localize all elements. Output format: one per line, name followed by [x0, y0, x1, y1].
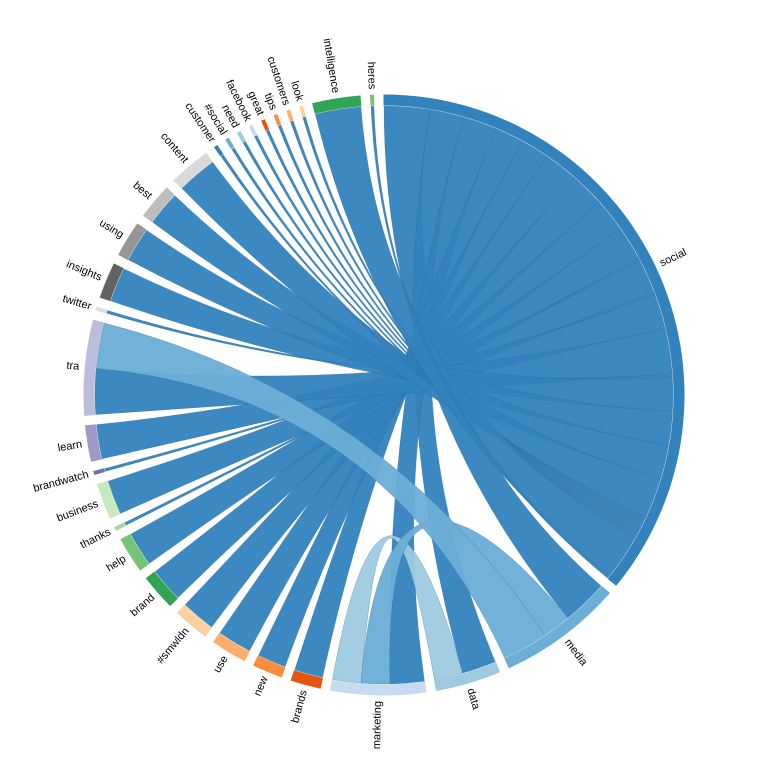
group-label: tra [66, 360, 81, 373]
group-label: using [97, 217, 126, 241]
group-label: brand [128, 592, 157, 620]
group-label: look [288, 80, 305, 103]
group-arc [99, 263, 124, 302]
group-label: use [211, 654, 230, 675]
group-label: help [104, 553, 128, 574]
group-label: content [158, 130, 191, 165]
group-arc [299, 105, 306, 118]
group-label: thanks [78, 526, 113, 551]
group-label: social [658, 246, 689, 269]
group-arc [329, 679, 427, 696]
group-arc [312, 95, 362, 114]
group-arc [176, 604, 212, 637]
group-arc [286, 109, 294, 122]
group-arc [383, 94, 685, 586]
group-label: #smwldn [155, 625, 192, 666]
group-label: heres [365, 61, 378, 89]
group-label: tips [262, 92, 280, 113]
group-arc [236, 131, 246, 143]
group-arc [120, 533, 150, 571]
group-arc [225, 137, 235, 150]
group-label: insights [64, 258, 104, 284]
group-label: intelligence [321, 38, 342, 94]
group-arc [145, 571, 178, 607]
group-arc [504, 585, 610, 669]
group-arc [114, 522, 126, 531]
group-label: best [131, 179, 155, 202]
group-arc [97, 480, 121, 519]
group-arc [290, 670, 323, 689]
group-arc [212, 633, 250, 662]
chord-diagram: social media data marketing brands new use #smw… [32, 38, 689, 750]
group-label: marketing [371, 701, 384, 750]
group-arc [369, 94, 375, 106]
group-arc [213, 144, 224, 157]
group-label: brands [289, 688, 309, 724]
group-arc [83, 319, 104, 416]
chord [370, 105, 610, 579]
group-arc [93, 468, 105, 475]
chord [96, 322, 546, 658]
group-arc [434, 662, 501, 691]
group-label: twitter [61, 293, 93, 313]
group-label: learn [57, 439, 83, 455]
group-arc [248, 124, 258, 137]
group-label: business [55, 498, 100, 525]
group-arc [253, 655, 286, 678]
group-arc [173, 152, 213, 189]
group-label: new [252, 675, 271, 698]
group-arc [273, 114, 282, 126]
group-label: media [562, 637, 590, 669]
group-arc [118, 223, 147, 261]
group-arc [261, 119, 270, 131]
group-arc [95, 306, 108, 314]
group-label: brandwatch [32, 469, 90, 495]
group-arc [85, 424, 102, 462]
group-arc [142, 187, 175, 223]
group-label: data [464, 687, 482, 712]
